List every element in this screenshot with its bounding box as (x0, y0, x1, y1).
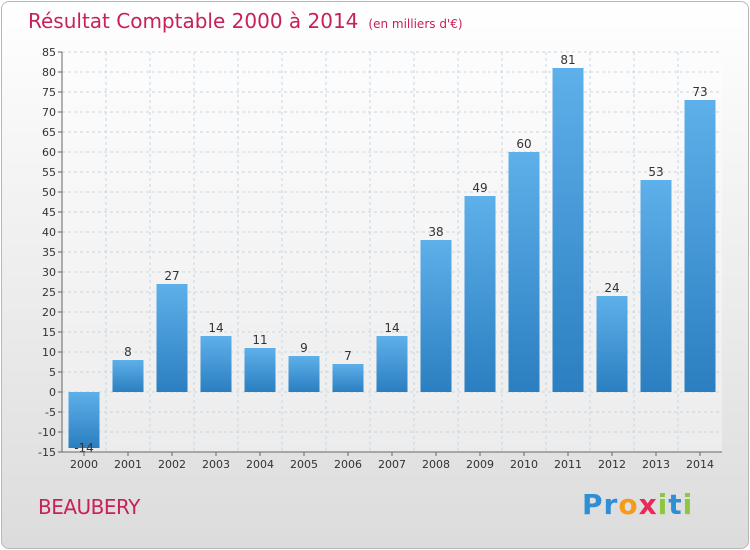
x-tick-label: 2008 (422, 458, 450, 471)
x-tick-label: 2000 (70, 458, 98, 471)
x-tick-label: 2001 (114, 458, 142, 471)
y-tick-label: 60 (42, 146, 56, 159)
bar (552, 68, 584, 392)
logo-letter: i (657, 488, 669, 521)
bar (596, 296, 628, 392)
y-tick-label: 15 (42, 326, 56, 339)
x-tick-label: 2006 (334, 458, 362, 471)
y-tick-label: 65 (42, 126, 56, 139)
bar (156, 284, 188, 392)
bar (420, 240, 452, 392)
y-tick-label: 70 (42, 106, 56, 119)
y-tick-label: 10 (42, 346, 56, 359)
data-label: 53 (648, 165, 663, 179)
y-tick-label: 75 (42, 86, 56, 99)
y-tick-label: 80 (42, 66, 56, 79)
data-label: 11 (252, 333, 267, 347)
logo-letter: i (682, 488, 694, 521)
y-tick-label: -5 (45, 406, 56, 419)
y-tick-label: 30 (42, 266, 56, 279)
y-tick-label: 50 (42, 186, 56, 199)
x-tick-label: 2007 (378, 458, 406, 471)
data-label: 49 (472, 181, 487, 195)
y-tick-label: -10 (38, 426, 56, 439)
bar (376, 336, 408, 392)
logo-letter: t (668, 488, 683, 521)
y-tick-label: 45 (42, 206, 56, 219)
data-label: 9 (300, 341, 308, 355)
y-tick-label: -15 (38, 446, 56, 459)
data-label: 14 (208, 321, 223, 335)
data-label: 24 (604, 281, 619, 295)
commune-name: BEAUBERY (38, 495, 140, 519)
bar (332, 364, 364, 392)
x-tick-label: 2014 (686, 458, 714, 471)
x-tick-label: 2013 (642, 458, 670, 471)
data-label: 73 (692, 85, 707, 99)
logo-letter: r (603, 488, 619, 521)
data-label: 7 (344, 349, 352, 363)
y-tick-label: 20 (42, 306, 56, 319)
bar (288, 356, 320, 392)
data-label: 14 (384, 321, 399, 335)
logo-letter: P (582, 488, 604, 521)
bar (508, 152, 540, 392)
y-tick-label: 35 (42, 246, 56, 259)
x-tick-label: 2009 (466, 458, 494, 471)
bar (112, 360, 144, 392)
x-tick-label: 2010 (510, 458, 538, 471)
proxiti-logo: Proxiti (582, 488, 693, 521)
logo-letter: x (638, 488, 658, 521)
y-tick-label: 0 (49, 386, 56, 399)
y-tick-label: 40 (42, 226, 56, 239)
x-tick-label: 2011 (554, 458, 582, 471)
bar (684, 100, 716, 392)
y-tick-label: 85 (42, 46, 56, 59)
x-tick-label: 2003 (202, 458, 230, 471)
bar (464, 196, 496, 392)
y-tick-label: 55 (42, 166, 56, 179)
x-tick-label: 2005 (290, 458, 318, 471)
data-label: 38 (428, 225, 443, 239)
x-tick-label: 2002 (158, 458, 186, 471)
y-tick-label: 5 (49, 366, 56, 379)
chart-title-text: Résultat Comptable 2000 à 2014 (28, 9, 359, 33)
bar (68, 392, 100, 448)
data-label: 60 (516, 137, 531, 151)
bar (200, 336, 232, 392)
data-label: 8 (124, 345, 132, 359)
data-label: 27 (164, 269, 179, 283)
chart-subtitle: (en milliers d'€) (368, 17, 463, 31)
logo-letter: o (618, 488, 639, 521)
bar (244, 348, 276, 392)
bar (640, 180, 672, 392)
chart-title: Résultat Comptable 2000 à 2014 (en millie… (28, 9, 463, 33)
y-tick-label: 25 (42, 286, 56, 299)
x-tick-label: 2004 (246, 458, 274, 471)
data-label: 81 (560, 53, 575, 67)
x-tick-label: 2012 (598, 458, 626, 471)
